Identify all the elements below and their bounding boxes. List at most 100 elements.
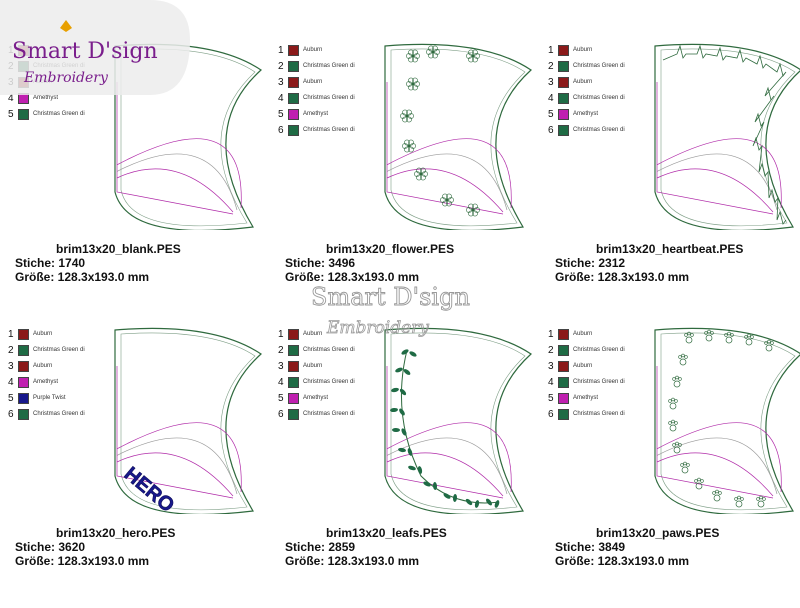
legend-number: 2 bbox=[548, 344, 554, 356]
thread-swatch bbox=[288, 108, 299, 120]
leaf-mark bbox=[407, 448, 413, 456]
brim-preview bbox=[654, 43, 800, 230]
legend-row: 6 Christmas Green di bbox=[8, 406, 85, 422]
legend-row: 3 Auburn bbox=[548, 74, 625, 90]
placement-line bbox=[656, 153, 778, 211]
placement-line bbox=[386, 452, 504, 497]
legend-row: 4 Christmas Green di bbox=[278, 90, 355, 106]
leaf-mark bbox=[417, 466, 423, 474]
thread-swatch bbox=[288, 328, 299, 340]
file-name: brim13x20_paws.PES bbox=[596, 526, 720, 540]
thread-name: Christmas Green di bbox=[573, 63, 625, 69]
file-name: brim13x20_hero.PES bbox=[56, 526, 176, 540]
brim-outline bbox=[654, 43, 800, 230]
legend-row: 6 Christmas Green di bbox=[548, 122, 625, 138]
brim-preview bbox=[654, 327, 800, 514]
leaf-mark bbox=[494, 500, 500, 508]
thread-swatch bbox=[288, 376, 299, 388]
legend-number: 1 bbox=[548, 44, 554, 56]
design-size: Größe: 128.3x193.0 mm bbox=[555, 554, 690, 568]
paw-motif bbox=[756, 495, 766, 508]
legend-row: 5 Amethyst bbox=[548, 106, 625, 122]
legend-row: 5 Amethyst bbox=[548, 390, 625, 406]
leaf-mark bbox=[390, 407, 398, 413]
paw-motif bbox=[694, 477, 704, 490]
hero-lettering: HERO bbox=[120, 463, 178, 514]
thread-name: Auburn bbox=[33, 331, 53, 337]
leaf-mark bbox=[403, 369, 411, 375]
leaf-mark bbox=[391, 387, 399, 393]
legend-number: 6 bbox=[8, 408, 14, 420]
legend-number: 1 bbox=[278, 44, 284, 56]
thread-name: Amethyst bbox=[33, 95, 59, 101]
placement-line bbox=[116, 422, 242, 493]
legend-row: 3 Auburn bbox=[548, 358, 625, 374]
leaf-mark bbox=[408, 465, 416, 471]
legend-number: 4 bbox=[278, 376, 284, 388]
legend-number: 1 bbox=[548, 328, 554, 340]
leaf-mark bbox=[443, 493, 451, 499]
leaf-mark bbox=[401, 349, 409, 355]
thread-name: Christmas Green di bbox=[33, 411, 85, 417]
legend-row: 2 Christmas Green di bbox=[278, 58, 355, 74]
legend-row: 1 Auburn bbox=[548, 326, 625, 342]
thread-legend: 1 Auburn 2 Christmas Green di 3 Auburn 4 Christ… bbox=[548, 326, 625, 422]
thread-swatch bbox=[558, 376, 569, 388]
flower-motif bbox=[406, 49, 420, 63]
legend-number: 6 bbox=[548, 124, 554, 136]
thread-name: Auburn bbox=[573, 331, 593, 337]
placement-line bbox=[386, 168, 504, 213]
stitch-count: Stiche: 3620 bbox=[15, 540, 86, 554]
watermark-line1: Smart D'sign bbox=[311, 283, 470, 311]
placement-frame bbox=[656, 82, 774, 215]
legend-number: 2 bbox=[278, 60, 284, 72]
legend-number: 5 bbox=[278, 108, 284, 120]
thread-swatch bbox=[558, 108, 569, 120]
flower-motif bbox=[466, 203, 480, 217]
paw-motif bbox=[724, 331, 734, 344]
flower-motif bbox=[414, 167, 428, 181]
placement-frame bbox=[386, 366, 504, 499]
placement-frame bbox=[656, 366, 774, 499]
flower-motif bbox=[400, 109, 414, 123]
legend-row: 2 Christmas Green di bbox=[548, 342, 625, 358]
thread-name: Christmas Green di bbox=[573, 347, 625, 353]
placement-line bbox=[386, 437, 508, 495]
legend-row: 5 Amethyst bbox=[278, 106, 355, 122]
thread-swatch bbox=[558, 60, 569, 72]
placement-line bbox=[386, 153, 508, 211]
legend-number: 4 bbox=[8, 376, 14, 388]
legend-number: 1 bbox=[278, 328, 284, 340]
thread-swatch bbox=[18, 408, 29, 420]
paw-motif bbox=[678, 353, 688, 366]
stitch-count: Stiche: 3496 bbox=[285, 256, 356, 270]
thread-swatch bbox=[558, 392, 569, 404]
legend-number: 3 bbox=[278, 360, 284, 372]
thread-swatch bbox=[18, 392, 29, 404]
thread-legend: 1 Auburn 2 Christmas Green di 3 Auburn 4 Amethy… bbox=[8, 326, 85, 422]
legend-number: 5 bbox=[548, 392, 554, 404]
leaf-mark bbox=[401, 428, 407, 436]
legend-number: 4 bbox=[548, 92, 554, 104]
brim-edge bbox=[390, 332, 526, 511]
brand-logo: Smart D'sign Embroidery bbox=[0, 0, 190, 95]
legend-number: 3 bbox=[278, 76, 284, 88]
paw-motif bbox=[668, 419, 678, 432]
leaf-mark bbox=[452, 494, 458, 502]
legend-row: 1 Auburn bbox=[278, 42, 355, 58]
thread-swatch bbox=[558, 344, 569, 356]
legend-number: 1 bbox=[8, 328, 14, 340]
thread-legend: 1 Auburn 2 Christmas Green di 3 Auburn 4 Christ… bbox=[278, 42, 355, 138]
stitch-count: Stiche: 2312 bbox=[555, 256, 626, 270]
placement-frame bbox=[116, 366, 234, 499]
legend-row: 2 Christmas Green di bbox=[548, 58, 625, 74]
paw-motif bbox=[712, 489, 722, 502]
brim-preview: HERO bbox=[114, 327, 262, 514]
file-name: brim13x20_blank.PES bbox=[56, 242, 181, 256]
paw-motif bbox=[668, 397, 678, 410]
legend-number: 4 bbox=[548, 376, 554, 388]
brim-outline bbox=[384, 327, 532, 514]
leaf-mark bbox=[474, 500, 480, 508]
thread-name: Christmas Green di bbox=[573, 127, 625, 133]
legend-number: 2 bbox=[548, 60, 554, 72]
